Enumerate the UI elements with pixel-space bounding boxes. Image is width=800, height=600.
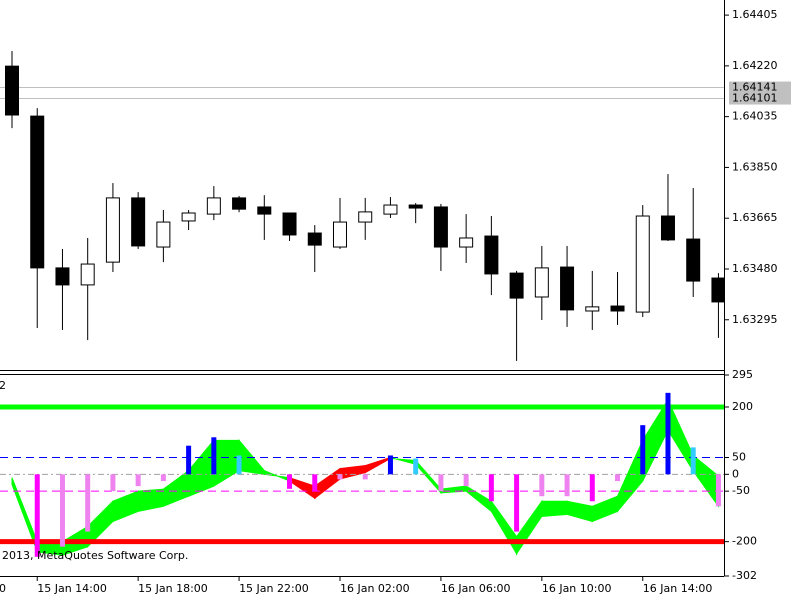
histogram-bar	[413, 458, 419, 475]
y-tick-label: 1.64405	[732, 8, 778, 21]
histogram-bar	[85, 474, 91, 532]
candle-body	[660, 215, 675, 241]
candle-body	[635, 215, 650, 313]
candle-body	[206, 197, 221, 215]
x-tick-label: 15 Jan 10:00	[0, 582, 6, 595]
histogram-bar	[236, 455, 242, 475]
candle-body	[408, 204, 423, 209]
candle-body	[232, 197, 247, 210]
price-label-box	[729, 92, 791, 105]
y-tick-label: 1.63480	[732, 262, 778, 275]
candle-body	[257, 206, 272, 215]
copyright: 2013, MetaQuotes Software Corp.	[2, 549, 188, 562]
x-tick-label: 15 Jan 18:00	[138, 582, 208, 595]
histogram-bar	[589, 474, 595, 502]
x-tick-label: 16 Jan 10:00	[542, 582, 612, 595]
histogram-bar	[287, 474, 293, 489]
histogram-bar	[387, 455, 393, 475]
candle-body	[686, 238, 701, 282]
candle-body	[585, 306, 600, 312]
histogram-bar	[438, 474, 444, 492]
candle-body	[459, 237, 474, 248]
histogram-bar	[690, 447, 696, 475]
candle-body	[560, 266, 575, 311]
y-tick-label: 0	[732, 467, 739, 480]
price-label: 1.64101	[732, 92, 778, 105]
price-label: 1.64141	[732, 81, 778, 94]
y-tick-label: 1.63850	[732, 160, 778, 173]
histogram-bar	[463, 474, 469, 487]
histogram-bar	[539, 474, 545, 497]
candle-body	[509, 272, 524, 299]
candle-body	[332, 221, 347, 248]
histogram-bar	[312, 474, 318, 492]
histogram-bar	[564, 474, 570, 497]
histogram-bar	[615, 474, 621, 482]
y-tick-label: 1.63295	[732, 313, 778, 326]
candle-body	[131, 197, 146, 247]
candle-body	[181, 212, 196, 222]
candle-body	[610, 305, 625, 312]
histogram-bar	[34, 474, 40, 557]
histogram-bar	[110, 474, 116, 492]
histogram-bar	[514, 474, 520, 532]
candle-body	[383, 204, 398, 215]
candle-body	[80, 263, 95, 286]
x-tick-label: 15 Jan 22:00	[239, 582, 309, 595]
histogram-bar	[362, 474, 368, 480]
y-tick-label: -302	[732, 569, 757, 582]
x-tick-label: 15 Jan 14:00	[37, 582, 107, 595]
y-tick-label: 1.64220	[732, 59, 778, 72]
candle-body	[358, 211, 373, 223]
y-tick-label: 295	[732, 368, 753, 381]
histogram-bar	[211, 437, 217, 475]
candle-body	[534, 267, 549, 298]
histogram-bar	[186, 445, 192, 475]
histogram-bar	[337, 474, 343, 480]
histogram-bar	[488, 474, 494, 502]
histogram-bar	[59, 474, 65, 547]
price-label-box	[729, 81, 791, 94]
x-tick-label: 16 Jan 14:00	[643, 582, 713, 595]
band-segment	[541, 500, 568, 517]
candle-body	[711, 277, 724, 303]
candle-body	[55, 267, 70, 286]
candle-body	[433, 206, 448, 248]
histogram-bar	[715, 474, 721, 507]
y-tick-label: 50	[732, 450, 746, 463]
y-tick-label: 200	[732, 400, 753, 413]
histogram-bar	[160, 474, 166, 482]
candle-body	[5, 65, 19, 116]
candle-body	[105, 197, 120, 263]
price-panel	[0, 51, 724, 361]
histogram-bar	[135, 474, 141, 487]
candle-body	[30, 115, 45, 269]
y-tick-label: 1.64035	[732, 110, 778, 123]
axes: 1.64405 1.64220 1.64035 1.63850 1.63665 1.634…	[0, 8, 791, 595]
indicator-title: 2	[0, 379, 6, 392]
y-tick-label: 1.63665	[732, 211, 778, 224]
histogram-bar	[665, 392, 671, 475]
candle-body	[484, 235, 499, 275]
candle-body	[282, 212, 297, 236]
candle-body	[307, 232, 322, 246]
y-tick-label: -200	[732, 535, 757, 548]
histogram-bar	[640, 425, 646, 475]
y-tick-label: -50	[732, 484, 750, 497]
x-tick-label: 16 Jan 06:00	[441, 582, 511, 595]
candle-body	[156, 221, 171, 248]
x-tick-label: 16 Jan 02:00	[340, 582, 410, 595]
indicator-panel: 2 2013, MetaQuotes Software Corp.	[0, 379, 724, 562]
